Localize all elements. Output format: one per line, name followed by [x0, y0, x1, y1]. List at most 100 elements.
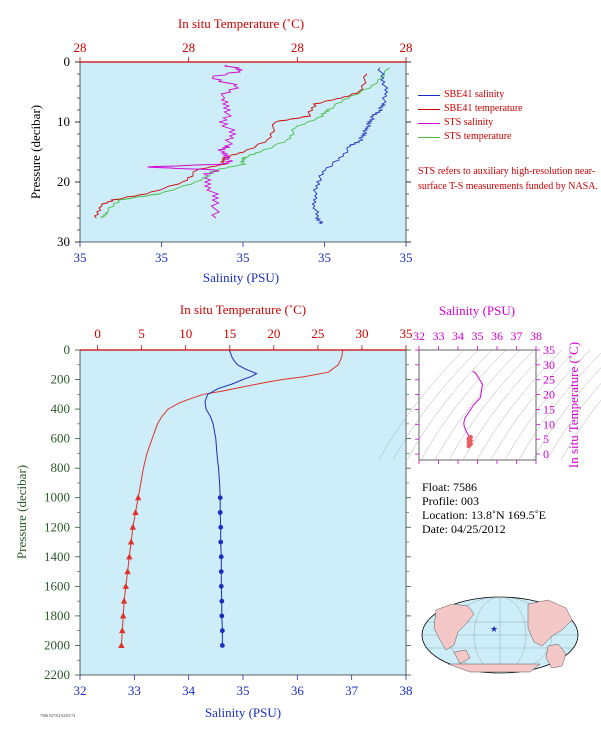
isopycnal-line [504, 349, 591, 461]
isopycnal-line [378, 349, 465, 461]
main-pressure-tick-label: 1400 [44, 549, 70, 564]
salinity-marker [218, 569, 224, 574]
legend-item-sbe41-temperature: SBE41 temperature [418, 102, 523, 116]
temperature-marker [129, 523, 137, 530]
footnote: 7586 027/04 02/03/74 [40, 713, 76, 718]
legend-swatch-sbe41-temperature [418, 109, 440, 110]
main-temp-tick-label: 25 [311, 326, 324, 341]
main-pressure-tick-label: 2000 [44, 637, 70, 652]
main-pressure-tick-label: 800 [51, 460, 71, 475]
legend-item-sbe41-salinity: SBE41 salinity [418, 88, 523, 102]
top-sal-tick-label: 35 [237, 250, 250, 265]
ts-sal-tick-label: 38 [530, 329, 542, 343]
isopycnal-line [518, 352, 601, 461]
ts-temp-axis-label: In situ Temperature (˚C) [566, 342, 581, 468]
salinity-marker [219, 613, 225, 619]
date: Date: 04/25/2012 [422, 522, 506, 536]
legend-label: SBE41 temperature [444, 103, 523, 114]
ts-sal-tick-label: 33 [433, 329, 445, 343]
top-series-group [93, 64, 390, 225]
map-continents [433, 599, 573, 673]
top-series-line [311, 67, 389, 225]
salinity-marker [217, 510, 223, 515]
salinity-marker [219, 598, 225, 604]
ts-sal-tick-label: 36 [491, 329, 503, 343]
isopycnal-line [420, 349, 507, 461]
isopycnal-line [392, 349, 479, 461]
legend-label: SBE41 salinity [444, 89, 505, 100]
top-series-line [147, 64, 243, 219]
top-series-line [93, 73, 368, 219]
ts-plot-area [418, 349, 537, 461]
main-pressure-tick-label: 400 [51, 401, 71, 416]
main-temp-tick-label: 35 [400, 326, 413, 341]
isopycnal-line [406, 349, 493, 461]
temperature-marker [119, 612, 127, 619]
main-temp-tick-label: 30 [355, 326, 368, 341]
main-temp-tick-label: 10 [179, 326, 192, 341]
top-pressure-tick-label: 10 [57, 114, 70, 129]
temperature-marker [132, 509, 139, 515]
main-pressure-tick-label: 600 [51, 431, 71, 446]
temperature-marker [118, 641, 125, 648]
legend-item-sts-temperature: STS temperature [418, 130, 523, 144]
main-temp-tick-label: 15 [223, 326, 236, 341]
salinity-marker [218, 539, 224, 545]
top-temp-tick-label: 28 [400, 40, 413, 55]
isopycnal-line [532, 367, 601, 461]
main-pressure-tick-label: 1200 [44, 519, 70, 534]
main-axes-group: 0 5 10 15 20 25 30 35 32 33 34 35 36 37 38 0 200 400 600 80… [44, 326, 413, 698]
star-marker-icon: ★ [490, 624, 498, 634]
temperature-marker [134, 494, 142, 501]
main-pressure-tick-label: 2200 [44, 667, 70, 682]
main-pressure-axis-label: Pressure (decibar) [14, 465, 29, 559]
ts-temp-tick-label: 30 [543, 358, 555, 372]
legend-label: STS salinity [444, 117, 494, 128]
main-salinity-line [204, 349, 258, 646]
main-series-group [118, 349, 344, 648]
isopycnal-line [476, 349, 563, 461]
main-pressure-tick-label: 1000 [44, 490, 70, 505]
main-pressure-tick-label: 0 [64, 342, 71, 357]
legend-swatch-sts-salinity [418, 123, 440, 124]
top-pressure-tick-label: 0 [64, 54, 71, 69]
ts-temp-tick-label: 5 [543, 432, 549, 446]
ts-series-group [463, 370, 483, 449]
legend-item-sts-salinity: STS salinity [418, 116, 523, 130]
salinity-marker [218, 524, 224, 530]
main-sal-tick-label: 34 [182, 683, 196, 698]
main-sal-tick-label: 38 [400, 683, 413, 698]
top-salinity-axis-label: Salinity (PSU) [203, 270, 279, 285]
ts-sal-tick-label: 35 [472, 329, 484, 343]
isopycnal-line [434, 349, 521, 461]
top-temp-axis-label: In situ Temperature (˚C) [178, 16, 304, 31]
salinity-marker [217, 495, 223, 501]
temperature-marker [124, 568, 131, 575]
temperature-marker [119, 627, 126, 634]
ts-sal-tick-label: 34 [452, 329, 464, 343]
ts-temp-tick-label: 15 [543, 402, 555, 416]
top-series-line [100, 67, 390, 219]
salinity-marker [219, 628, 225, 634]
main-sal-tick-label: 37 [345, 683, 359, 698]
ts-temp-tick-label: 10 [543, 417, 555, 431]
ts-sal-tick-label: 32 [413, 329, 425, 343]
top-temp-tick-label: 28 [74, 40, 87, 55]
float-info: Float: 7586 Profile: 003 Location: 13.8˚… [422, 480, 546, 536]
ts-temp-tick-label: 25 [543, 373, 555, 387]
top-temp-tick-label: 28 [182, 40, 195, 55]
main-temp-tick-label: 5 [138, 326, 145, 341]
main-sal-tick-label: 36 [291, 683, 305, 698]
main-temp-axis-label: In situ Temperature (˚C) [180, 302, 306, 317]
top-sal-tick-label: 35 [155, 250, 168, 265]
main-pressure-tick-label: 200 [51, 372, 71, 387]
ts-temp-tick-label: 35 [543, 343, 555, 357]
main-pressure-tick-label: 1800 [44, 608, 70, 623]
isopycnal-line [560, 399, 601, 461]
legend-swatch-sbe41-salinity [418, 95, 440, 96]
main-plot-area [79, 349, 407, 676]
main-sal-tick-label: 33 [128, 683, 141, 698]
salinity-marker [219, 643, 225, 648]
